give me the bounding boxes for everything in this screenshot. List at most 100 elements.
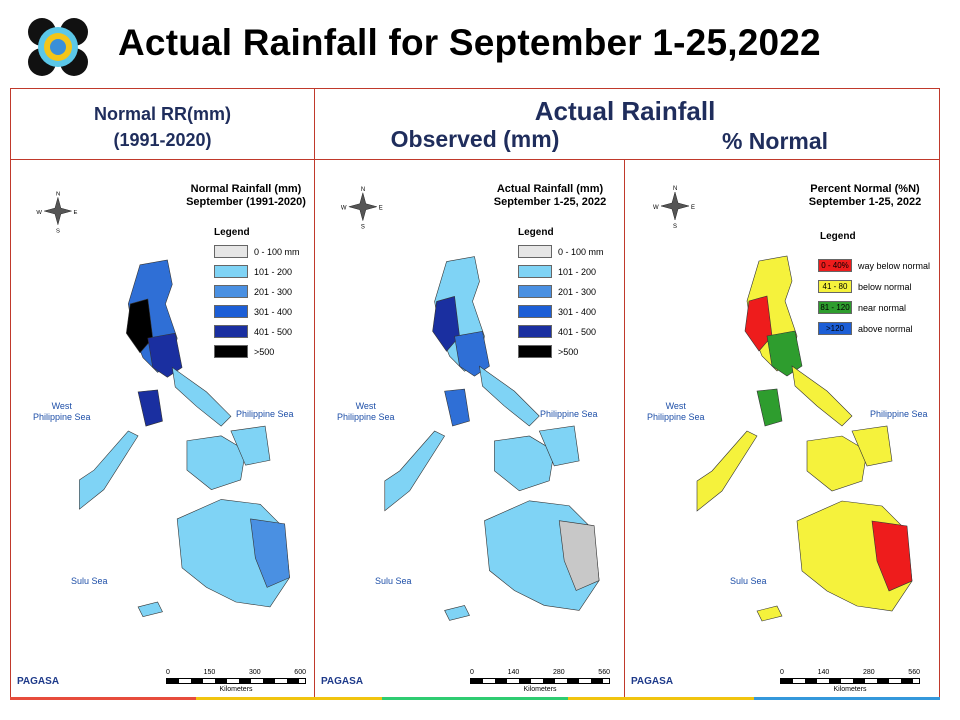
- compass-w-label: W: [341, 206, 347, 212]
- legend-label: 0 - 100 mm: [254, 246, 300, 257]
- legend-label: 401 - 500: [254, 326, 293, 337]
- sea-label-sulu-sea: Sulu Sea: [71, 576, 108, 586]
- actual-rainfall-map-panel: N S E W Actual Rainfall (mm) September 1-25, …: [315, 161, 624, 699]
- legend-title: Legend: [820, 231, 856, 242]
- scale-label: 140: [507, 669, 520, 676]
- legend-swatch: 81 - 120: [818, 301, 852, 314]
- legend-item: 201 - 300: [518, 285, 596, 298]
- legend-item: 101 - 200: [518, 265, 596, 278]
- mindoro-island: [756, 388, 783, 427]
- scale-bar: 0 150 300 600 Kilometers: [166, 669, 306, 693]
- scale-label: 560: [908, 669, 920, 676]
- divider-2: [624, 160, 625, 700]
- map-title-line2: September (1991-2020): [186, 196, 306, 208]
- normal-header-line2: (1991-2020): [113, 130, 212, 150]
- eastern-mindanao-region: [250, 518, 290, 588]
- sea-label-west-philippine-sea: West Philippine Sea: [33, 401, 91, 422]
- philippines-map: N S E W: [341, 187, 600, 621]
- scale-label: 280: [862, 669, 875, 676]
- legend-item: 301 - 400: [518, 305, 596, 318]
- legend-item: 301 - 400: [214, 305, 292, 318]
- sea-label-sulu-sea: Sulu Sea: [730, 576, 767, 586]
- compass-e-label: E: [74, 210, 78, 216]
- scale-bar-graphic: [166, 678, 306, 684]
- scale-bar-graphic: [780, 678, 920, 684]
- bicol-region: [479, 365, 540, 427]
- legend-item: 101 - 200: [214, 265, 292, 278]
- scale-unit: Kilometers: [833, 686, 867, 693]
- compass-e-label: E: [379, 206, 383, 212]
- legend-label: 401 - 500: [558, 326, 597, 337]
- scale-unit: Kilometers: [523, 686, 557, 693]
- percent-header: % Normal: [721, 128, 829, 154]
- legend-item: 41 - 80 below normal: [818, 280, 912, 293]
- pagasa-footer-logo: PAGASA: [17, 676, 60, 687]
- legend-label: 301 - 400: [558, 306, 597, 317]
- legend-item: 0 - 100 mm: [518, 245, 604, 258]
- legend-swatch: [214, 265, 248, 278]
- normal-header: Normal RR(mm) (1991-2020): [20, 101, 305, 153]
- scale-unit: Kilometers: [219, 686, 253, 693]
- legend-swatch: [214, 245, 248, 258]
- legend-swatch: 41 - 80: [818, 280, 852, 293]
- compass-n-label: N: [673, 186, 677, 192]
- legend-item: >500: [214, 345, 274, 358]
- map-title-line1: Actual Rainfall (mm): [496, 183, 604, 195]
- legend-swatch: [518, 345, 552, 358]
- legend-item: 401 - 500: [214, 325, 292, 338]
- compass-s-label: S: [56, 229, 60, 235]
- scale-label: 0: [166, 669, 170, 676]
- luzon-west-region: [126, 298, 154, 354]
- pagasa-footer-logo: PAGASA: [631, 676, 674, 687]
- scale-label: 140: [817, 669, 830, 676]
- bicol-region: [171, 366, 232, 427]
- map-title: Percent Normal (%N) September 1-25, 2022: [795, 183, 935, 209]
- legend-swatch: 0 - 40%: [818, 259, 852, 272]
- samar-island: [230, 425, 271, 466]
- scale-label: 280: [552, 669, 565, 676]
- legend-label: 101 - 200: [558, 266, 597, 277]
- pagasa-logo: [28, 18, 88, 76]
- percent-normal-map-panel: N S E W Percent Normal (%N) September 1-25, 2…: [625, 161, 939, 699]
- legend-label: 201 - 300: [558, 286, 597, 297]
- mindoro-island: [444, 388, 470, 427]
- scale-label: 0: [780, 669, 784, 676]
- visayas-region: [806, 435, 868, 492]
- map-title-line1: Normal Rainfall (mm): [190, 183, 302, 195]
- compass-w-label: W: [653, 205, 659, 211]
- legend-label: near normal: [858, 302, 907, 313]
- legend-swatch: >120: [818, 322, 852, 335]
- philippines-map: N S E W: [653, 186, 913, 622]
- legend-item: >500: [518, 345, 578, 358]
- map-title: Actual Rainfall (mm) September 1-25, 2022: [480, 183, 620, 209]
- legend-label: >500: [558, 346, 579, 357]
- sea-label-west-philippine-sea: West Philippine Sea: [337, 401, 395, 422]
- legend-swatch: [214, 345, 248, 358]
- scale-label: 600: [294, 669, 306, 676]
- compass-e-label: E: [691, 205, 695, 211]
- legend-label: 301 - 400: [254, 306, 293, 317]
- sulu-islands: [137, 601, 163, 618]
- compass-w-label: W: [36, 210, 42, 216]
- observed-header: Observed (mm): [390, 126, 560, 152]
- palawan-island: [696, 430, 758, 512]
- scale-label: 300: [248, 669, 261, 676]
- legend-label: below normal: [858, 281, 912, 292]
- actual-header: Actual Rainfall: [534, 96, 716, 126]
- compass-icon: N S E W: [653, 186, 695, 230]
- palawan-island: [79, 430, 139, 510]
- sea-label-philippine-sea: Philippine Sea: [540, 409, 598, 419]
- legend-title: Legend: [518, 227, 554, 238]
- legend-swatch: [518, 305, 552, 318]
- luzon-west-region: [432, 296, 460, 352]
- sea-label-philippine-sea: Philippine Sea: [236, 409, 294, 419]
- legend-item: 0 - 40% way below normal: [818, 259, 930, 272]
- legend-title: Legend: [214, 227, 250, 238]
- legend-label: above normal: [858, 323, 913, 334]
- legend-swatch: [518, 245, 552, 258]
- map-title-line2: September 1-25, 2022: [808, 196, 922, 208]
- normal-header-line1: Normal RR(mm): [93, 104, 231, 124]
- compass-n-label: N: [56, 191, 60, 197]
- legend-item: 0 - 100 mm: [214, 245, 300, 258]
- legend-item: >120 above normal: [818, 322, 913, 335]
